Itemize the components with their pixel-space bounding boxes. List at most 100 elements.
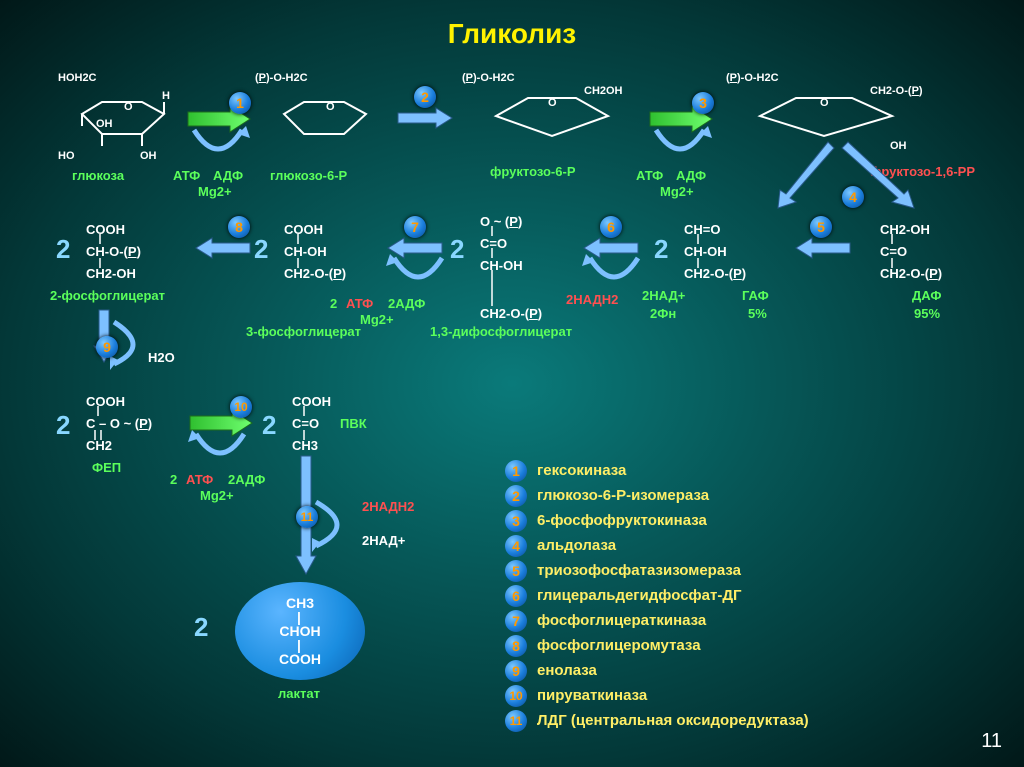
pg2-nm: 2-фосфоглицерат xyxy=(50,288,165,303)
step-3: 3 xyxy=(692,92,714,114)
glucose-oh2: OH xyxy=(140,150,157,162)
legend-row: 1гексокиназа xyxy=(505,458,809,483)
pg3-l1: COOH xyxy=(284,222,323,237)
pg3-l2: CH-OH xyxy=(284,244,327,259)
diagram: Гликолиз O HOH2C H OH HO OH глюкоза 1 АТ… xyxy=(0,0,1024,767)
step3-atf: АТФ xyxy=(636,168,663,183)
svg-text:O: O xyxy=(326,101,335,113)
enzyme-legend: 1гексокиназа 2глюкозо-6-Р-изомераза 36-ф… xyxy=(505,458,809,733)
step-9: 9 xyxy=(96,336,118,358)
glucose-oh1: OH xyxy=(96,118,113,130)
glucose-icon: O xyxy=(72,94,182,154)
arrow-11-curve xyxy=(314,494,362,554)
step3-mg: Mg2+ xyxy=(660,184,694,199)
glucose-name: глюкоза xyxy=(72,168,124,183)
arrow-1-curve xyxy=(186,128,250,170)
f16-tr: CH2-O-(Р) xyxy=(870,85,923,97)
pg2-2: 2 xyxy=(56,234,70,265)
fep-bonds xyxy=(92,406,104,442)
legend-row: 7фосфоглицераткиназа xyxy=(505,608,809,633)
step-10: 10 xyxy=(230,396,252,418)
gaf-nm: ГАФ xyxy=(742,288,769,303)
bpg-2: 2 xyxy=(450,234,464,265)
svg-text:O: O xyxy=(124,101,133,113)
page-number: 11 xyxy=(981,730,1002,753)
f16-tl: (Р)-O-H2C xyxy=(726,72,779,84)
pg2-bonds xyxy=(96,234,104,270)
s10-2: 2 xyxy=(170,472,177,487)
arrow-3-curve xyxy=(648,128,712,170)
lactate-icon: CH3 | CHOH | COOH xyxy=(235,582,365,680)
fep-nm: ФЕП xyxy=(92,460,121,475)
legend-row: 8фосфоглицеромутаза xyxy=(505,633,809,658)
gaf-l2: CH-OH xyxy=(684,244,727,259)
step6-r1: 2НАД+ xyxy=(642,288,685,303)
gaf-pct: 5% xyxy=(748,306,767,321)
daf-bonds xyxy=(888,234,896,270)
pvk-nm: ПВК xyxy=(340,416,367,431)
g6p-top: (Р)-O-H2C xyxy=(255,72,308,84)
arrow-7-curve xyxy=(386,256,450,298)
lac-2: 2 xyxy=(194,612,208,643)
arrow-2 xyxy=(398,108,454,128)
bpg-bonds xyxy=(488,226,496,308)
step1-atf: АТФ xyxy=(173,168,200,183)
pg2-l3: CH2-OH xyxy=(86,266,136,281)
s11-l: 2НАДН2 xyxy=(362,499,414,514)
legend-row: 9енолаза xyxy=(505,658,809,683)
step-8: 8 xyxy=(228,216,250,238)
step-7: 7 xyxy=(404,216,426,238)
s7-mg: Mg2+ xyxy=(360,312,394,327)
step-2: 2 xyxy=(414,86,436,108)
f6p-tl: (Р)-O-H2C xyxy=(462,72,515,84)
g6p-name: глюкозо-6-Р xyxy=(270,168,347,183)
title: Гликолиз xyxy=(0,18,1024,50)
step3-adf: АДФ xyxy=(676,168,706,183)
bpg-l3: CH-OH xyxy=(480,258,523,273)
h2o: H2O xyxy=(148,350,175,365)
s10-mg: Mg2+ xyxy=(200,488,234,503)
legend-row: 10пируваткиназа xyxy=(505,683,809,708)
legend-row: 4альдолаза xyxy=(505,533,809,558)
pvk-bonds xyxy=(300,406,308,442)
bpg-l1: O ~ (Р) xyxy=(480,214,522,229)
f6p-name: фруктозо-6-Р xyxy=(490,164,575,179)
arrow-8 xyxy=(196,238,252,258)
step1-mg: Mg2+ xyxy=(198,184,232,199)
legend-row: 11ЛДГ (центральная оксидоредуктаза) xyxy=(505,708,809,733)
pg3-bonds xyxy=(294,234,302,270)
step-11: 11 xyxy=(296,506,318,528)
s11-r: 2НАД+ xyxy=(362,533,405,548)
pvk-2: 2 xyxy=(262,410,276,441)
legend-row: 2глюкозо-6-Р-изомераза xyxy=(505,483,809,508)
lac-l3: COOH xyxy=(279,651,321,667)
gaf-l1: CH=O xyxy=(684,222,720,237)
svg-text:O: O xyxy=(548,97,557,109)
f6p-icon: O xyxy=(488,92,618,152)
legend-row: 5триозофосфатазизомераза xyxy=(505,558,809,583)
step-4: 4 xyxy=(842,186,864,208)
bpg-nm: 1,3-дифосфоглицерат xyxy=(430,324,572,339)
s7-adf: 2АДФ xyxy=(388,296,425,311)
arrow-6 xyxy=(584,238,640,258)
glucose-h: H xyxy=(162,90,170,102)
s7-2: 2 xyxy=(330,296,337,311)
pg2-l2: CH-O-(Р) xyxy=(86,244,141,259)
s7-atf: АТФ xyxy=(346,296,373,311)
step1-adf: АДФ xyxy=(213,168,243,183)
s10-adf: 2АДФ xyxy=(228,472,265,487)
svg-text:O: O xyxy=(820,97,829,109)
step-6: 6 xyxy=(600,216,622,238)
legend-row: 6глицеральдегидфосфат-ДГ xyxy=(505,583,809,608)
fep-2: 2 xyxy=(56,410,70,441)
daf-nm: ДАФ xyxy=(912,288,941,303)
lac-nm: лактат xyxy=(278,686,320,701)
glucose-top: HOH2C xyxy=(58,72,97,84)
daf-pct: 95% xyxy=(914,306,940,321)
gaf-bonds xyxy=(694,234,702,270)
step-1: 1 xyxy=(229,92,251,114)
arrow-5 xyxy=(796,238,852,258)
arrow-10-curve xyxy=(188,432,252,474)
glucose-ho: HO xyxy=(58,150,75,162)
f6p-tr: CH2OH xyxy=(584,85,623,97)
